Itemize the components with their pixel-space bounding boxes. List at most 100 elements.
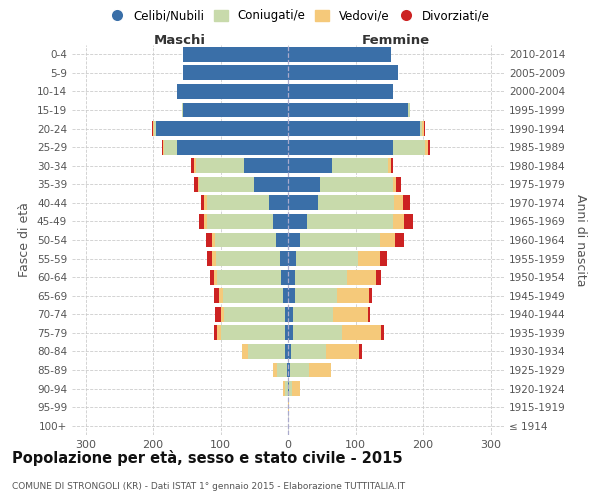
Bar bbox=[293, 307, 332, 322]
Bar bbox=[425, 140, 428, 154]
Bar bbox=[369, 288, 373, 303]
Bar bbox=[176, 140, 288, 154]
Bar bbox=[276, 232, 288, 248]
Bar bbox=[288, 344, 292, 359]
Bar bbox=[248, 344, 284, 359]
Bar bbox=[206, 232, 212, 248]
Text: COMUNE DI STRONGOLI (KR) - Dati ISTAT 1° gennaio 2015 - Elaborazione TUTTITALIA.: COMUNE DI STRONGOLI (KR) - Dati ISTAT 1°… bbox=[12, 482, 405, 491]
Bar bbox=[287, 362, 288, 378]
Bar bbox=[284, 307, 288, 322]
Bar bbox=[162, 140, 163, 154]
Bar bbox=[309, 362, 331, 378]
Bar bbox=[288, 232, 300, 248]
Bar bbox=[283, 381, 284, 396]
Bar bbox=[332, 307, 368, 322]
Bar bbox=[296, 251, 358, 266]
Bar bbox=[184, 47, 288, 62]
Bar bbox=[288, 214, 307, 229]
Bar bbox=[403, 196, 410, 210]
Bar bbox=[342, 326, 381, 340]
Bar bbox=[293, 326, 342, 340]
Bar bbox=[404, 214, 413, 229]
Bar bbox=[289, 381, 292, 396]
Bar bbox=[376, 270, 381, 284]
Bar bbox=[164, 140, 176, 154]
Bar bbox=[288, 251, 296, 266]
Text: Maschi: Maschi bbox=[154, 34, 206, 47]
Bar bbox=[288, 158, 332, 173]
Bar bbox=[214, 288, 219, 303]
Bar bbox=[284, 326, 288, 340]
Bar bbox=[207, 196, 269, 210]
Bar bbox=[154, 121, 157, 136]
Bar bbox=[288, 84, 392, 99]
Bar bbox=[380, 232, 395, 248]
Bar bbox=[215, 232, 276, 248]
Bar bbox=[214, 326, 217, 340]
Bar bbox=[395, 232, 404, 248]
Bar bbox=[212, 251, 216, 266]
Bar bbox=[288, 288, 295, 303]
Bar bbox=[295, 270, 347, 284]
Bar bbox=[196, 158, 244, 173]
Bar bbox=[244, 158, 288, 173]
Bar bbox=[223, 288, 283, 303]
Bar bbox=[288, 326, 293, 340]
Bar bbox=[214, 270, 217, 284]
Bar bbox=[358, 251, 380, 266]
Bar bbox=[307, 214, 394, 229]
Bar bbox=[184, 66, 288, 80]
Bar bbox=[215, 307, 221, 322]
Bar bbox=[182, 102, 184, 118]
Bar bbox=[204, 214, 207, 229]
Bar bbox=[347, 270, 376, 284]
Bar bbox=[191, 158, 194, 173]
Bar bbox=[391, 158, 394, 173]
Bar bbox=[332, 158, 388, 173]
Bar bbox=[284, 344, 288, 359]
Bar bbox=[326, 344, 359, 359]
Bar bbox=[284, 381, 288, 396]
Bar bbox=[273, 214, 288, 229]
Bar bbox=[273, 362, 277, 378]
Bar bbox=[288, 196, 319, 210]
Bar bbox=[281, 270, 288, 284]
Bar bbox=[288, 47, 391, 62]
Bar bbox=[283, 288, 288, 303]
Bar bbox=[292, 344, 326, 359]
Bar bbox=[288, 177, 320, 192]
Bar bbox=[320, 177, 394, 192]
Bar bbox=[221, 326, 284, 340]
Bar bbox=[368, 307, 370, 322]
Bar bbox=[216, 251, 280, 266]
Bar bbox=[153, 121, 154, 136]
Bar bbox=[288, 307, 293, 322]
Bar bbox=[207, 214, 273, 229]
Text: Femmine: Femmine bbox=[362, 34, 430, 47]
Bar bbox=[217, 326, 221, 340]
Bar bbox=[157, 121, 288, 136]
Bar bbox=[176, 84, 288, 99]
Bar bbox=[242, 344, 248, 359]
Y-axis label: Fasce di età: Fasce di età bbox=[19, 202, 31, 278]
Bar bbox=[194, 177, 197, 192]
Bar bbox=[419, 121, 422, 136]
Bar bbox=[211, 270, 214, 284]
Bar bbox=[269, 196, 288, 210]
Bar bbox=[394, 177, 396, 192]
Bar bbox=[212, 232, 215, 248]
Bar bbox=[194, 158, 196, 173]
Bar bbox=[152, 121, 153, 136]
Bar bbox=[394, 214, 404, 229]
Bar bbox=[219, 288, 223, 303]
Bar bbox=[300, 232, 380, 248]
Bar bbox=[396, 177, 401, 192]
Bar bbox=[288, 400, 289, 414]
Bar bbox=[288, 140, 392, 154]
Bar bbox=[388, 158, 391, 173]
Bar bbox=[428, 140, 430, 154]
Bar bbox=[254, 177, 288, 192]
Bar bbox=[224, 307, 284, 322]
Legend: Celibi/Nubili, Coniugati/e, Vedovi/e, Divorziati/e: Celibi/Nubili, Coniugati/e, Vedovi/e, Di… bbox=[106, 6, 494, 26]
Bar bbox=[217, 270, 281, 284]
